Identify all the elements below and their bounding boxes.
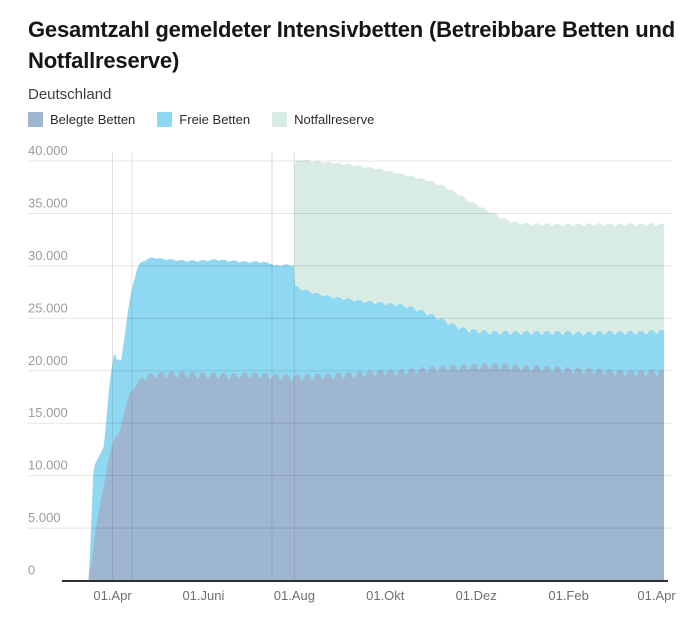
chart-title: Gesamtzahl gemeldeter Intensivbetten (Be… [28,17,675,73]
x-tick-label: 01.Apr [637,588,676,603]
legend-item-2: Notfallreserve [272,112,374,127]
area-belegte-betten [88,362,664,581]
y-tick-label: 10.000 [28,458,68,473]
y-tick-label: 15.000 [28,405,68,420]
y-tick-label: 25.000 [28,300,68,315]
y-tick-label: 40.000 [28,143,68,158]
y-tick-label: 0 [28,563,35,578]
chart-subtitle: Deutschland [28,86,112,103]
x-tick-label: 01.Aug [274,588,315,603]
legend-swatch [157,112,173,127]
legend-swatch [272,112,288,127]
y-tick-label: 35.000 [28,195,68,210]
legend-label: Notfallreserve [294,112,375,127]
legend-label: Freie Betten [179,112,251,127]
y-tick-label: 5.000 [28,510,61,525]
x-tick-label: 01.Dez [456,588,497,603]
y-tick-label: 20.000 [28,353,68,368]
legend-item-1: Freie Betten [157,112,250,127]
y-tick-label: 30.000 [28,248,68,263]
legend-item-0: Belegte Betten [28,112,135,127]
x-tick-label: 01.Apr [93,588,132,603]
chart-legend: Belegte Betten Freie Betten Notfallreserve [28,112,374,127]
legend-swatch [28,112,43,127]
x-tick-label: 01.Okt [366,588,405,603]
legend-label: Belegte Betten [50,112,136,127]
x-tick-label: 01.Feb [548,588,588,603]
x-tick-label: 01.Juni [182,588,224,603]
